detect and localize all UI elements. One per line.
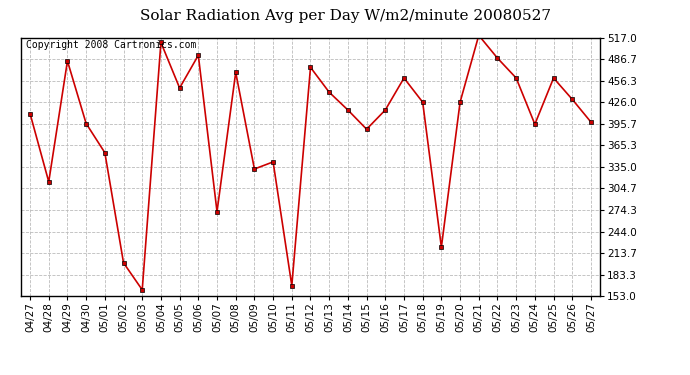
Text: Copyright 2008 Cartronics.com: Copyright 2008 Cartronics.com — [26, 40, 197, 50]
Text: Solar Radiation Avg per Day W/m2/minute 20080527: Solar Radiation Avg per Day W/m2/minute … — [139, 9, 551, 23]
